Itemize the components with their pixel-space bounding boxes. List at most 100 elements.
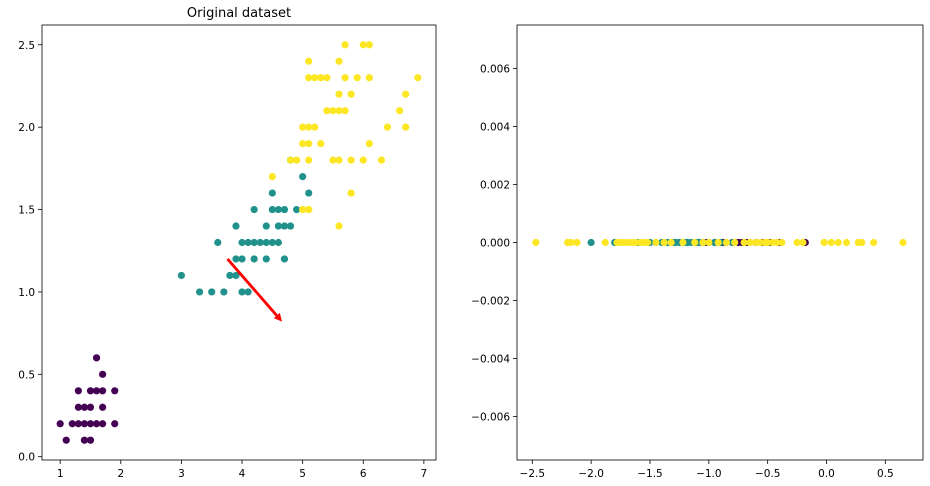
scatter-point-class-0 xyxy=(99,387,107,395)
scatter-point-class-2 xyxy=(740,238,748,247)
scatter-point-class-0 xyxy=(111,420,119,428)
right-scatter-panel: −2.5 −2.0 −1.5 −1.0 −0.5 0.0 0.5 −0.006 −0.004 −0… xyxy=(471,24,924,480)
scatter-point-class-2 xyxy=(667,238,675,247)
scatter-point-class-2 xyxy=(722,238,731,247)
scatter-point-class-2 xyxy=(679,238,687,247)
scatter-point-class-2 xyxy=(268,172,276,181)
y-tick-label: 2.5 xyxy=(18,40,35,52)
scatter-point-class-2 xyxy=(601,238,609,247)
scatter-point-class-0 xyxy=(74,420,82,428)
x-tick-label: 0.5 xyxy=(877,468,894,480)
x-tick-label: −2.0 xyxy=(578,468,604,480)
scatter-point-class-1 xyxy=(262,255,270,263)
y-tick-label: 1.0 xyxy=(18,287,35,299)
scatter-point-class-0 xyxy=(62,436,70,444)
scatter-point-class-2 xyxy=(365,41,373,49)
y-tick-label: 0.006 xyxy=(480,64,510,76)
scatter-point-class-2 xyxy=(532,238,540,247)
scatter-point-class-1 xyxy=(250,238,258,247)
scatter-point-class-2 xyxy=(714,238,722,247)
scatter-point-class-1 xyxy=(232,255,240,263)
scatter-point-class-2 xyxy=(305,205,313,214)
scatter-point-class-2 xyxy=(567,238,575,247)
scatter-point-class-2 xyxy=(799,238,807,247)
scatter-point-class-1 xyxy=(250,205,258,214)
scatter-point-class-0 xyxy=(80,403,89,411)
scatter-point-class-2 xyxy=(286,156,295,164)
scatter-point-class-2 xyxy=(317,74,325,82)
scatter-point-class-1 xyxy=(286,222,295,230)
scatter-point-class-2 xyxy=(402,90,410,98)
scatter-point-class-2 xyxy=(869,238,878,247)
scatter-point-class-2 xyxy=(305,57,313,65)
x-tick-label: 0.0 xyxy=(818,468,835,480)
scatter-point-class-0 xyxy=(99,370,107,378)
scatter-point-class-1 xyxy=(268,238,276,247)
scatter-point-class-0 xyxy=(74,387,82,395)
scatter-point-class-0 xyxy=(86,387,95,395)
scatter-point-class-2 xyxy=(858,238,866,247)
scatter-point-class-2 xyxy=(335,107,343,115)
scatter-point-class-0 xyxy=(99,403,107,411)
scatter-point-class-0 xyxy=(99,420,107,428)
direction-arrow-shaft xyxy=(226,258,278,317)
scatter-point-class-2 xyxy=(353,74,361,82)
scatter-point-class-0 xyxy=(56,420,64,428)
scatter-point-class-1 xyxy=(238,255,246,263)
scatter-point-class-1 xyxy=(220,288,228,296)
scatter-point-class-1 xyxy=(226,271,234,280)
y-tick-label: −0.004 xyxy=(471,354,510,366)
scatter-point-class-0 xyxy=(68,420,76,428)
y-tick-label: −0.006 xyxy=(471,412,510,424)
chart-title: Original dataset xyxy=(187,6,291,21)
scatter-point-class-2 xyxy=(347,156,355,164)
x-tick-label: 3 xyxy=(178,468,185,480)
scatter-point-class-2 xyxy=(299,123,307,131)
scatter-point-class-2 xyxy=(317,140,325,148)
scatter-point-class-2 xyxy=(699,238,707,247)
scatter-point-class-1 xyxy=(274,238,282,247)
scatter-point-class-2 xyxy=(414,74,422,82)
scatter-point-class-0 xyxy=(80,436,89,444)
scatter-point-class-1 xyxy=(244,288,252,296)
left-scatter-panel: Original dataset 1 2 3 4 5 6 7 0.0 0.5 1.0 1.5 2.0 2.… xyxy=(18,6,437,480)
scatter-point-class-1 xyxy=(250,255,258,263)
scatter-point-class-2 xyxy=(827,238,835,247)
scatter-point-class-2 xyxy=(652,238,660,247)
scatter-point-class-1 xyxy=(177,271,186,280)
scatter-point-class-2 xyxy=(820,238,828,247)
scatter-point-class-2 xyxy=(705,238,713,247)
scatter-point-class-2 xyxy=(299,205,307,214)
scatter-point-class-2 xyxy=(660,238,668,247)
scatter-point-class-2 xyxy=(347,90,355,98)
scatter-point-class-2 xyxy=(335,156,343,164)
scatter-point-class-2 xyxy=(305,156,313,164)
scatter-point-class-1 xyxy=(232,271,240,280)
x-tick-label: 4 xyxy=(239,468,246,480)
scatter-point-class-1 xyxy=(256,238,264,247)
scatter-point-class-1 xyxy=(280,205,289,214)
scatter-point-class-1 xyxy=(232,222,240,230)
y-tick-label: 0.002 xyxy=(480,180,510,192)
scatter-point-class-1 xyxy=(196,288,204,296)
scatter-point-class-0 xyxy=(80,420,89,428)
y-tick-label: 1.5 xyxy=(18,205,35,217)
scatter-point-class-2 xyxy=(311,123,319,131)
scatter-point-class-1 xyxy=(587,238,595,247)
scatter-point-class-0 xyxy=(86,436,95,444)
scatter-point-class-1 xyxy=(274,205,282,214)
x-tick-label: −2.5 xyxy=(520,468,546,480)
scatter-point-class-2 xyxy=(341,74,349,82)
scatter-point-class-1 xyxy=(244,238,252,247)
y-tick-label: 0.000 xyxy=(480,238,510,250)
scatter-point-class-0 xyxy=(92,354,101,362)
scatter-point-class-1 xyxy=(214,238,222,247)
scatter-point-class-2 xyxy=(793,238,801,247)
scatter-point-class-0 xyxy=(92,387,101,395)
scatter-point-class-2 xyxy=(834,238,842,247)
scatter-point-class-2 xyxy=(396,107,404,115)
scatter-point-class-1 xyxy=(208,288,216,296)
scatter-point-class-2 xyxy=(365,140,373,148)
